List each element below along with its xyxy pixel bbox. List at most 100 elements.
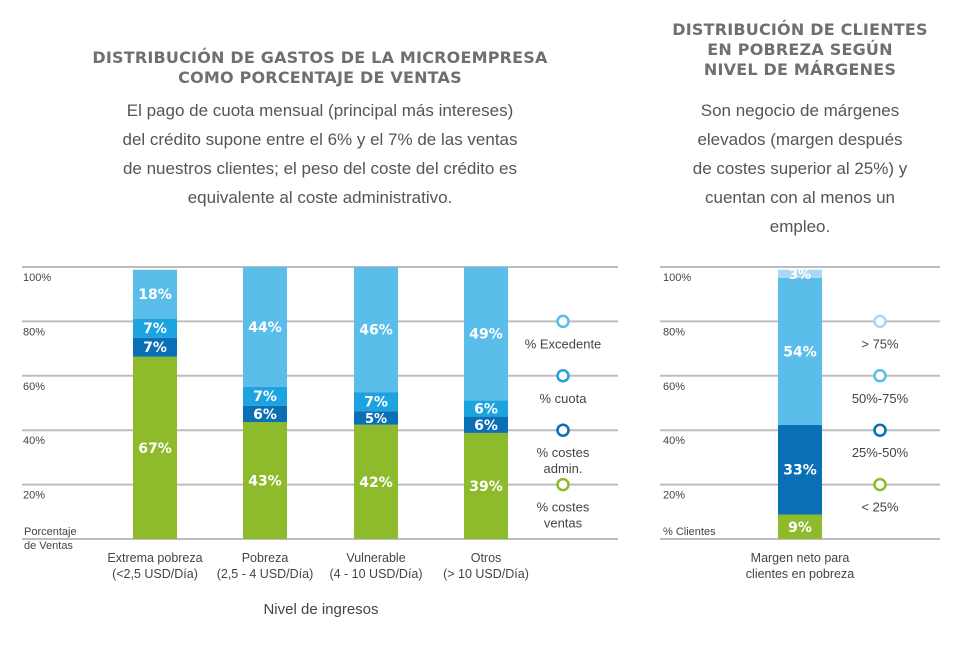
right-desc-line: cuentan con al menos un	[705, 188, 895, 207]
y-tick-label: 20%	[23, 490, 45, 502]
y-tick-label: 40%	[663, 435, 685, 447]
legend-marker-icon	[873, 477, 887, 492]
x-axis-label: Nivel de ingresos	[263, 601, 378, 618]
left-chart-title: DISTRIBUCIÓN DE GASTOS DE LA MICROEMPRES…	[60, 48, 580, 88]
legend-marker-icon	[556, 369, 570, 383]
bar-segment-label: 5%	[365, 412, 387, 427]
y-tick-label: 80%	[23, 326, 45, 338]
right-title-line-3: NIVEL DE MÁRGENES	[703, 60, 897, 79]
bar-segment	[243, 422, 287, 539]
right-title-line-1: DISTRIBUCIÓN DE CLIENTES	[672, 20, 928, 39]
legend-label: < 25%	[861, 500, 899, 515]
bar-segment-label: 42%	[359, 475, 393, 491]
bar-segment-label: 46%	[359, 323, 393, 339]
bar-segment-label: 9%	[788, 520, 812, 536]
legend-label: % costes	[537, 500, 590, 515]
y-tick-label: 60%	[23, 381, 45, 393]
bar-segment-label: 39%	[469, 479, 503, 495]
left-title-line-1: DISTRIBUCIÓN DE GASTOS DE LA MICROEMPRES…	[92, 48, 548, 67]
bar-segment-label: 7%	[253, 389, 277, 405]
legend-marker-icon	[556, 423, 570, 437]
y-tick-label: 80%	[663, 326, 685, 338]
right-desc-line: de costes superior al 25%) y	[692, 159, 908, 178]
bar-segment-label: 67%	[138, 441, 172, 457]
y-tick-label: 20%	[663, 490, 685, 502]
legend-label: ventas	[544, 516, 583, 531]
legend-marker-icon	[873, 423, 887, 437]
bar-segment	[464, 400, 508, 417]
bar-segment	[778, 277, 822, 425]
left-title-line-2: COMO PORCENTAJE DE VENTAS	[178, 68, 462, 87]
bar-segment	[464, 416, 508, 433]
bar-segment-label: 43%	[248, 474, 282, 490]
bar-segment	[354, 411, 398, 425]
bar-segment	[778, 424, 822, 515]
right-description: Son negocio de márgenes elevados (margen…	[660, 96, 940, 241]
y-tick-label: 60%	[663, 381, 685, 393]
legend-label: % cuota	[540, 391, 588, 406]
category-label: Otros	[471, 551, 502, 565]
bar-segment	[354, 392, 398, 412]
right-chart-title: DISTRIBUCIÓN DE CLIENTES EN POBREZA SEGÚ…	[660, 20, 940, 80]
bar-segment-label: 7%	[364, 395, 388, 411]
left-desc-line: del crédito supone entre el 6% y el 7% d…	[122, 130, 518, 149]
right-desc-line: Son negocio de márgenes	[700, 101, 900, 120]
bar-segment	[133, 318, 177, 338]
category-sublabel: (> 10 USD/Día)	[443, 567, 529, 581]
bar-segment	[133, 269, 177, 319]
bar-segment-label: 18%	[138, 287, 172, 303]
left-desc-line: de nuestros clientes; el peso del coste …	[122, 159, 518, 178]
right-desc-line: empleo.	[769, 217, 831, 236]
right-desc-line: elevados (margen después	[697, 130, 903, 149]
legend-marker-icon	[873, 314, 887, 329]
bar-segment-label: 6%	[474, 418, 498, 434]
bar-segment-label: 6%	[253, 407, 277, 423]
y-tick-label: 100%	[23, 272, 51, 284]
bar-segment-label: 7%	[143, 340, 167, 356]
bar-segment	[243, 267, 287, 387]
y-tick-label: 100%	[663, 272, 691, 284]
bar-segment	[243, 386, 287, 406]
category-label: Pobreza	[242, 551, 289, 565]
y-axis-label: de Ventas	[24, 540, 73, 552]
y-axis-label: % Clientes	[663, 526, 716, 538]
legend-label: admin.	[543, 461, 582, 476]
bar-segment-label: 49%	[469, 327, 503, 343]
left-description: El pago de cuota mensual (principal más …	[60, 96, 580, 212]
bar-segment-label: 7%	[143, 321, 167, 337]
category-label: Margen neto para	[751, 551, 850, 565]
legend-marker-icon	[556, 477, 570, 492]
legend-label: 50%-75%	[852, 391, 909, 406]
bar-segment	[778, 269, 822, 278]
y-axis-label: Porcentaje	[24, 526, 77, 538]
bar-segment	[464, 267, 508, 401]
category-sublabel: (2,5 - 4 USD/Día)	[217, 567, 314, 581]
bar-segment-label: 3%	[789, 268, 811, 283]
bar-segment-label: 6%	[474, 401, 498, 417]
bar-segment	[464, 432, 508, 539]
bar-segment	[354, 267, 398, 393]
bar-segment-label: 44%	[248, 320, 282, 336]
legend-label: > 75%	[861, 336, 899, 351]
bar-segment	[243, 405, 287, 423]
legend-marker-icon	[873, 369, 887, 383]
left-desc-line: El pago de cuota mensual (principal más …	[126, 101, 514, 120]
bar-segment-label: 33%	[783, 463, 817, 479]
legend-marker-icon	[556, 314, 570, 329]
bar-segment	[133, 356, 177, 539]
y-tick-label: 40%	[23, 435, 45, 447]
category-label: clientes en pobreza	[746, 567, 854, 581]
legend-label: 25%-50%	[852, 445, 909, 460]
bar-segment-label: 54%	[783, 344, 817, 360]
bar-segment	[133, 337, 177, 357]
bar-segment	[778, 514, 822, 539]
bar-segment	[354, 424, 398, 539]
category-sublabel: (<2,5 USD/Día)	[112, 567, 198, 581]
left-desc-line: equivalente al coste administrativo.	[187, 188, 453, 207]
legend-label: % Excedente	[525, 336, 602, 351]
category-sublabel: (4 - 10 USD/Día)	[329, 567, 422, 581]
right-title-line-2: EN POBREZA SEGÚN	[707, 40, 893, 59]
legend-label: % costes	[537, 445, 590, 460]
category-label: Vulnerable	[346, 551, 405, 565]
